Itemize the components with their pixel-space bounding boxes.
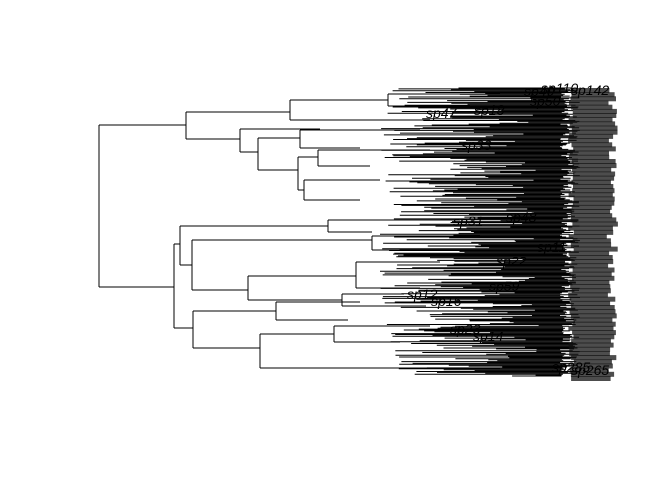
overlapping-tip-label-mass bbox=[572, 163, 617, 169]
tip-label-sp59: sp59 bbox=[489, 278, 520, 294]
overlapping-tip-label-mass bbox=[570, 313, 617, 319]
tip-label-sp11: sp11 bbox=[537, 239, 566, 255]
overlapping-tip-label-mass bbox=[572, 275, 615, 281]
overlapping-tip-label-mass bbox=[568, 234, 607, 240]
overlapping-tip-label-mass bbox=[569, 133, 614, 139]
overlapping-tip-label-mass bbox=[572, 267, 615, 273]
overlapping-tip-label-mass bbox=[571, 288, 611, 294]
overlapping-tip-label-mass bbox=[568, 138, 609, 144]
tip-label-sp110: sp110 bbox=[541, 80, 578, 96]
overlapping-tip-label-mass bbox=[568, 192, 613, 198]
overlapping-tip-label-mass bbox=[570, 300, 611, 306]
overlapping-tip-label-mass bbox=[568, 154, 610, 160]
overlapping-tip-label-mass bbox=[568, 117, 613, 123]
overlapping-tip-label-mass bbox=[569, 309, 616, 315]
overlapping-tip-label-mass bbox=[568, 250, 610, 256]
overlapping-tip-label-mass bbox=[573, 184, 614, 189]
tip-label-sp14: sp14 bbox=[473, 328, 504, 344]
tip-label-sp47: sp47 bbox=[426, 105, 458, 121]
overlapping-tip-label-mass bbox=[572, 175, 615, 181]
tip-label-sp18: sp18 bbox=[474, 102, 505, 118]
overlapping-tip-label-mass bbox=[571, 259, 614, 265]
overlapping-tip-label-mass bbox=[570, 363, 613, 369]
overlapping-tip-label-mass bbox=[572, 200, 615, 206]
overlapping-tip-label-mass bbox=[571, 376, 611, 381]
tree-edges bbox=[98, 93, 500, 369]
overlapping-tip-label-mass bbox=[569, 271, 612, 277]
overlapping-tip-label-mass bbox=[571, 179, 611, 185]
overlapping-tip-label-mass bbox=[570, 213, 613, 219]
tip-stubs bbox=[380, 87, 618, 381]
overlapping-tip-label-mass bbox=[570, 217, 617, 223]
overlapping-tip-label-mass bbox=[569, 100, 609, 106]
overlapping-tip-label-mass bbox=[573, 171, 616, 177]
overlapping-tip-label-mass bbox=[572, 129, 618, 135]
overlapping-tip-label-mass bbox=[569, 367, 609, 373]
overlapping-tip-label-mass bbox=[573, 229, 614, 235]
overlapping-tip-label-mass bbox=[573, 246, 618, 252]
overlapping-tip-label-mass bbox=[572, 167, 612, 173]
overlapping-tip-label-mass bbox=[573, 334, 615, 340]
tip-label-sp31: sp31 bbox=[453, 213, 483, 229]
tip-label-sp265: sp265 bbox=[571, 362, 609, 378]
overlapping-tip-label-mass bbox=[571, 125, 618, 131]
overlapping-tip-label-mass bbox=[570, 284, 611, 290]
overlapping-tip-label-mass bbox=[572, 113, 617, 118]
tip-label-sp23: sp23 bbox=[450, 321, 481, 337]
tip-label-sp50: sp50 bbox=[530, 93, 561, 109]
tip-label-sp48: sp48 bbox=[506, 209, 537, 225]
overlapping-tip-label-mass bbox=[571, 104, 613, 110]
overlapping-tip-label-mass bbox=[572, 321, 616, 327]
overlapping-tip-label-mass bbox=[570, 242, 612, 248]
overlapping-tip-label-mass bbox=[571, 142, 613, 148]
overlapping-tip-label-mass bbox=[569, 121, 616, 127]
tip-label-sp12: sp12 bbox=[407, 286, 438, 302]
overlapping-tip-label-mass bbox=[570, 88, 610, 93]
overlapping-tip-label-mass bbox=[569, 255, 613, 260]
overlapping-tip-label-mass bbox=[573, 146, 616, 152]
tip-label-sp16: sp16 bbox=[431, 293, 462, 309]
overlapping-tip-label-mass bbox=[571, 338, 611, 344]
overlapping-tip-label-mass bbox=[568, 342, 614, 348]
overlapping-tip-label-mass bbox=[573, 317, 613, 323]
overlapping-tip-label-mass bbox=[570, 209, 611, 214]
overlapping-tip-label-mass bbox=[572, 108, 617, 114]
overlapping-tip-label-mass bbox=[572, 330, 616, 336]
overlapping-tip-label-mass bbox=[571, 92, 615, 98]
overlapping-tip-label-mass bbox=[569, 351, 610, 356]
overlapping-tip-label-mass bbox=[569, 296, 616, 302]
overlapping-tip-label-mass bbox=[572, 238, 611, 244]
overlapping-tip-label-mass bbox=[571, 204, 612, 210]
overlapping-tip-label-mass bbox=[570, 96, 616, 102]
overlapping-tip-label-mass bbox=[573, 196, 615, 202]
overlapping-tip-label-mass bbox=[569, 280, 610, 285]
overlapping-tip-label-mass bbox=[572, 188, 615, 194]
overlapping-tip-label-mass bbox=[572, 221, 618, 227]
tip-label-sp40: sp40 bbox=[524, 83, 555, 99]
overlapping-tip-label-mass bbox=[569, 346, 611, 352]
overlapping-tip-label-mass bbox=[568, 292, 608, 298]
overlapping-tip-label-mass bbox=[570, 305, 615, 310]
tip-label-sp33: sp33 bbox=[461, 137, 492, 153]
overlapping-tip-label-mass bbox=[569, 263, 609, 269]
tip-label-sp22: sp22 bbox=[496, 253, 527, 269]
overlapping-tip-label-mass bbox=[568, 225, 613, 231]
overlapping-tip-label-mass bbox=[569, 150, 609, 156]
tip-label-sp285: sp285 bbox=[552, 359, 590, 375]
overlapping-tip-label-mass bbox=[571, 159, 616, 164]
overlapping-tip-label-mass bbox=[573, 359, 612, 365]
overlapping-tip-label-mass bbox=[568, 325, 614, 331]
overlapping-tip-label-mass bbox=[571, 355, 617, 361]
tip-label-sp142: sp142 bbox=[571, 82, 609, 98]
tip-labels: sp40 sp110 sp142 sp50 sp47 sp18 sp33 sp3… bbox=[407, 80, 609, 378]
overlapping-tip-label-mass bbox=[570, 371, 615, 377]
